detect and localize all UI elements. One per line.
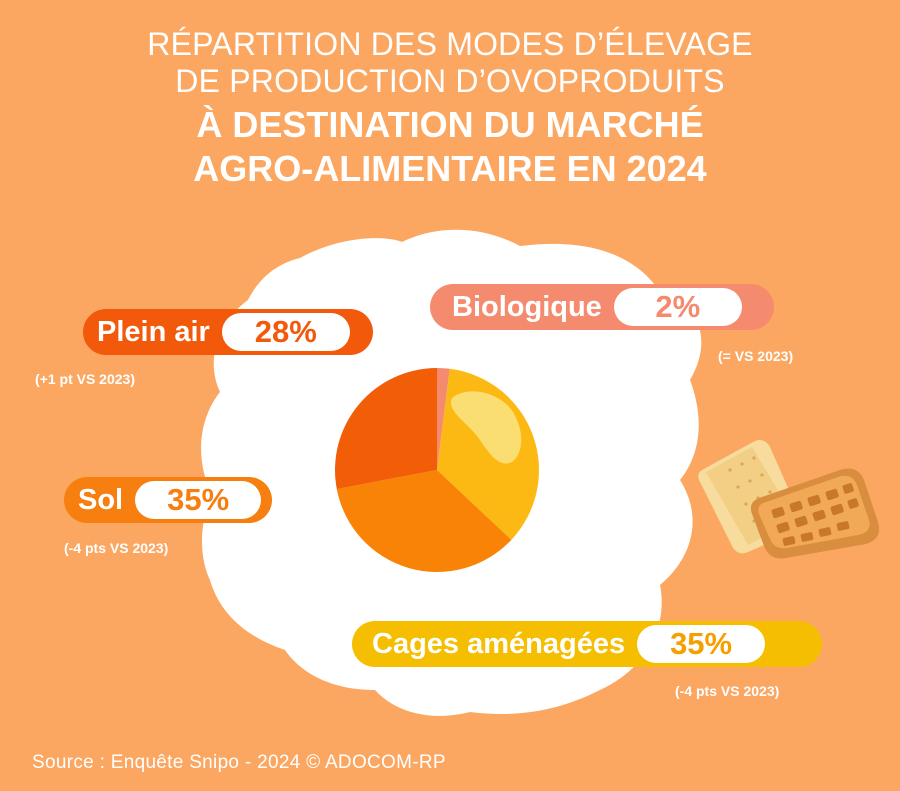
change-biologique: (= VS 2023) <box>718 348 794 364</box>
title-line-4: AGRO-ALIMENTAIRE EN 2024 <box>193 148 707 189</box>
title-line-1: RÉPARTITION DES MODES D’ÉLEVAGE <box>147 26 753 62</box>
change-plein-air: (+1 pt VS 2023) <box>35 371 135 387</box>
pie-slice-plein-air <box>335 368 437 490</box>
label-name: Biologique <box>452 290 602 323</box>
label-sol: Sol 35% <box>64 477 272 523</box>
label-name: Plein air <box>97 315 210 348</box>
source-footer: Source : Enquête Snipo - 2024 © ADOCOM-R… <box>32 752 446 773</box>
pie-slice-biologique <box>437 368 450 470</box>
label-value: 2% <box>613 288 742 326</box>
pie-slices <box>335 368 540 573</box>
change-sol: (-4 pts VS 2023) <box>64 540 169 556</box>
title-line-2: DE PRODUCTION D’OVOPRODUITS <box>175 63 725 99</box>
label-plein-air: Plein air 28% <box>83 309 373 355</box>
yolk-highlight <box>450 391 522 464</box>
label-value: 35% <box>135 481 262 519</box>
pie-slice-sol <box>336 470 512 573</box>
waffle-icon <box>750 468 880 559</box>
label-value: 28% <box>221 313 350 351</box>
title-line-3: À DESTINATION DU MARCHÉ <box>196 104 704 145</box>
label-cages-amenagees: Cages aménagées 35% <box>352 621 822 667</box>
chart-title: RÉPARTITION DES MODES D’ÉLEVAGE DE PRODU… <box>0 26 900 191</box>
label-name: Cages aménagées <box>372 627 626 660</box>
label-name: Sol <box>78 483 124 516</box>
change-cages-amenagees: (-4 pts VS 2023) <box>675 683 780 699</box>
label-value: 35% <box>637 625 766 663</box>
label-biologique: Biologique 2% <box>430 284 774 330</box>
